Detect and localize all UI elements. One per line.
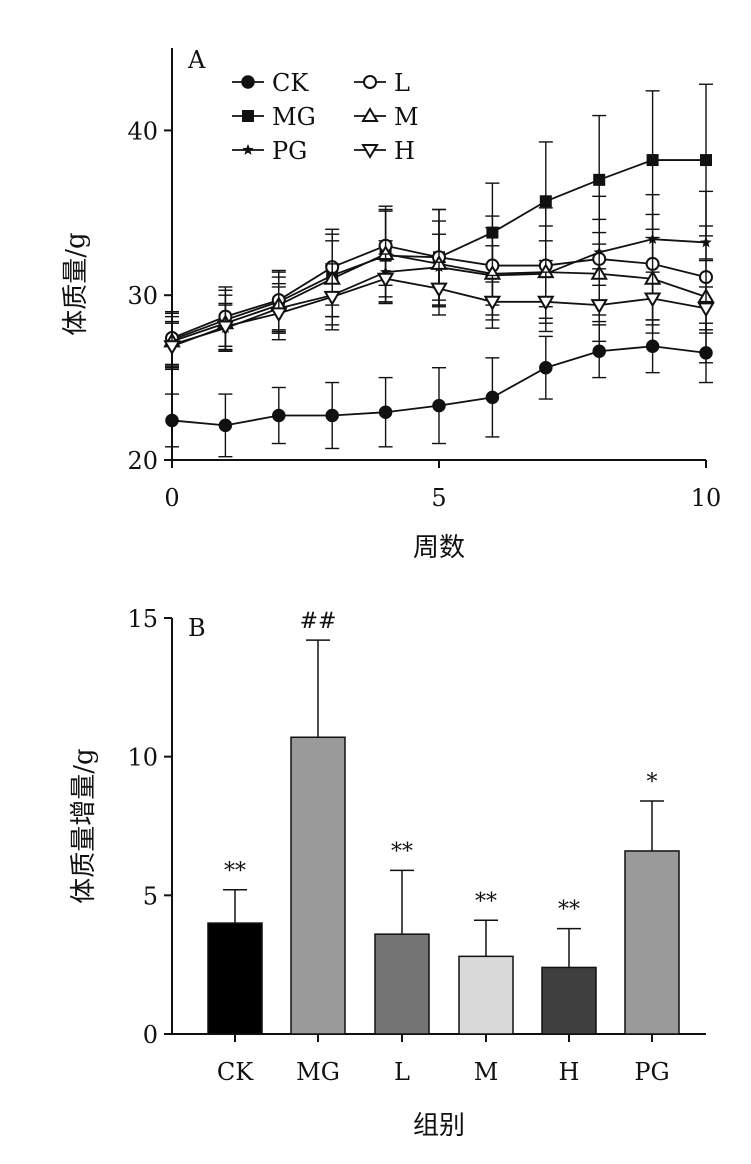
y-tick-label: 5 [143, 882, 158, 910]
data-point [485, 390, 500, 405]
legend-label: L [394, 69, 410, 97]
data-point [165, 413, 179, 428]
data-point [592, 344, 606, 358]
legend-item-m: M [354, 103, 419, 131]
legend-marker [361, 144, 379, 159]
legend-label: MG [272, 103, 316, 131]
x-tick-label: 10 [691, 484, 722, 512]
significance-label: ## [300, 609, 337, 634]
data-point [643, 292, 662, 308]
y-tick-label: 0 [143, 1021, 158, 1049]
legend-marker [242, 110, 254, 122]
bar-group-ck: ** CK [207, 859, 263, 1086]
x-tick-label: PG [634, 1058, 669, 1086]
data-point [645, 339, 660, 354]
data-point [323, 290, 341, 306]
bar-group-m: ** M [458, 889, 514, 1086]
panel-label-b: B [188, 614, 206, 642]
legend-marker [242, 144, 254, 155]
panel-a-line-chart: 20 30 40 0 5 10 A 周数 体质量/g CK L MG M PG H [61, 46, 721, 563]
data-point [432, 398, 446, 413]
x-tick-label: MG [296, 1058, 340, 1086]
legend-marker [241, 75, 255, 89]
data-point [216, 320, 235, 336]
data-point [646, 154, 659, 167]
data-point [272, 408, 286, 423]
x-tick-label: 5 [431, 484, 446, 512]
data-point [590, 299, 608, 315]
legend-item-ck: CK [232, 69, 309, 97]
x-tick-label: M [474, 1058, 499, 1086]
legend-label: PG [272, 137, 307, 165]
series-ck [165, 319, 713, 458]
y-tick-label: 15 [127, 605, 158, 633]
data-point [593, 173, 606, 186]
data-point [378, 405, 393, 419]
data-point [270, 307, 288, 323]
x-tick-label: L [394, 1058, 410, 1086]
bar [374, 933, 430, 1035]
data-point [539, 195, 552, 208]
legend: CK L MG M PG H [232, 69, 419, 165]
legend-marker [361, 107, 379, 122]
bar-group-pg: * PG [624, 770, 680, 1086]
bar [541, 966, 597, 1035]
significance-label: ** [475, 889, 497, 914]
y-axis-title: 体质量/g [61, 232, 91, 335]
data-point [325, 408, 339, 423]
legend-label: CK [272, 69, 309, 97]
data-point [537, 295, 555, 311]
data-point [163, 340, 181, 356]
series-h [163, 253, 715, 371]
x-tick-label: CK [217, 1058, 254, 1086]
bar-group-l: ** L [374, 839, 430, 1086]
panel-b-bar-chart: 0 5 10 15 B 组别 体质量增量/g ** CK ## MG ** L ** M ** H * PG [69, 605, 706, 1141]
legend-label: M [394, 103, 419, 131]
y-tick-label: 10 [127, 744, 158, 772]
data-point [430, 282, 448, 298]
y-axis-title: 体质量增量/g [69, 748, 99, 903]
x-tick-label: 0 [164, 484, 179, 512]
data-point [376, 272, 395, 288]
bar [290, 736, 346, 1035]
data-point [697, 302, 715, 318]
bar-group-h: ** H [541, 898, 597, 1086]
data-point [539, 360, 553, 375]
significance-label: * [647, 770, 658, 795]
bar [207, 922, 263, 1035]
significance-label: ** [558, 898, 580, 923]
legend-item-h: H [354, 137, 415, 165]
bar-group-mg: ## MG [290, 609, 346, 1086]
x-tick-label: H [559, 1058, 580, 1086]
x-axis-title: 组别 [413, 1111, 465, 1141]
data-point [483, 295, 502, 311]
x-axis-title: 周数 [413, 533, 465, 563]
bar [624, 850, 680, 1035]
legend-item-pg: PG [232, 137, 307, 165]
legend-item-mg: MG [232, 103, 316, 131]
panel-label-a: A [187, 46, 206, 74]
significance-label: ** [224, 859, 246, 884]
legend-marker [363, 75, 377, 89]
data-point [700, 154, 712, 167]
significance-label: ** [391, 839, 413, 864]
legend-label: H [394, 137, 415, 165]
data-point [218, 418, 233, 433]
y-tick-label: 30 [127, 282, 158, 310]
y-tick-label: 20 [127, 447, 158, 475]
bar [458, 955, 514, 1035]
y-tick-label: 40 [127, 117, 158, 145]
legend-item-l: L [354, 69, 410, 97]
